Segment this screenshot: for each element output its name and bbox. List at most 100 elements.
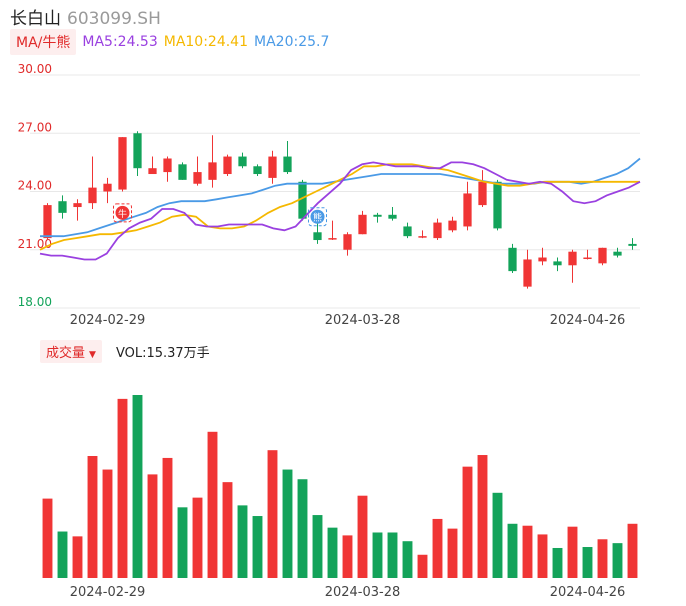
volume-bar: [147, 474, 158, 578]
candle-body: [613, 251, 622, 256]
candle-body: [388, 214, 397, 219]
candle-body: [538, 257, 547, 262]
volume-bar: [267, 450, 278, 578]
x-tick-label: 2024-03-28: [325, 585, 401, 600]
volume-bar: [252, 516, 263, 578]
y-tick-label: 21.00: [18, 237, 52, 251]
candle-body: [133, 133, 142, 169]
signal-label: 牛: [118, 208, 127, 220]
ma5-value: MA5:24.53: [82, 34, 158, 50]
candle-body: [493, 181, 502, 229]
candle-body: [418, 236, 427, 238]
ma-indicator-selector[interactable]: MA/牛熊: [10, 29, 77, 55]
signal-frame: [113, 203, 132, 223]
candle-body: [553, 261, 562, 266]
volume-bar: [282, 469, 293, 578]
stock-name: 长白山: [10, 9, 61, 29]
volume-bar: [597, 539, 608, 578]
candle-body: [313, 232, 322, 241]
volume-indicator-selector[interactable]: 成交量 ▼: [40, 339, 102, 363]
candle-body: [163, 158, 172, 173]
volume-bar: [357, 495, 368, 578]
ma10-value: MA10:24.41: [163, 34, 249, 50]
x-tick-label: 2024-04-26: [550, 585, 626, 600]
candle-body: [253, 166, 262, 175]
candle-body: [208, 162, 217, 180]
volume-bar: [612, 543, 623, 578]
candle-body: [328, 238, 337, 240]
ma-legend: MA/牛熊 MA5:24.53 MA10:24.41 MA20:25.7: [10, 29, 335, 55]
candle-body: [43, 205, 52, 239]
bull-signal-marker: 牛: [113, 203, 132, 223]
signal-dot: [115, 205, 130, 220]
volume-bar: [432, 518, 443, 578]
ma5-line: [39, 161, 641, 261]
candle-body: [283, 156, 292, 173]
volume-bar: [132, 395, 143, 578]
y-tick-label: 24.00: [18, 179, 52, 193]
volume-bar: [102, 469, 113, 578]
volume-bar: [507, 523, 518, 578]
dropdown-triangle-icon: ▼: [89, 349, 96, 360]
volume-bar: [522, 525, 533, 578]
ma10-line: [39, 163, 640, 251]
candle-body: [403, 226, 412, 237]
volume-value: VOL:15.37万手: [115, 345, 210, 361]
volume-bar: [402, 541, 413, 578]
x-tick-label: 2024-04-26: [550, 313, 626, 328]
x-tick-label: 2024-03-28: [325, 313, 401, 328]
volume-bar: [42, 498, 53, 578]
volume-bar: [72, 536, 83, 578]
signal-frame: [308, 207, 327, 227]
candle-body: [598, 247, 607, 264]
volume-bar: [237, 505, 248, 578]
candle-body: [238, 156, 247, 167]
stock-header: 长白山 603099.SH: [10, 4, 161, 29]
candle-body: [373, 214, 382, 217]
volume-bar: [387, 532, 398, 578]
candle-body: [118, 137, 127, 190]
volume-bar: [117, 398, 128, 578]
volume-bar: [552, 547, 563, 578]
candle-body: [358, 214, 367, 235]
candle-body: [148, 168, 157, 175]
volume-bar: [582, 547, 593, 578]
candle-body: [223, 156, 232, 175]
ma20-value: MA20:25.7: [254, 34, 330, 50]
volume-label: 成交量: [46, 345, 86, 361]
stock-code: 603099.SH: [67, 9, 161, 29]
volume-bar: [222, 482, 233, 578]
volume-bar: [537, 534, 548, 578]
y-tick-label: 30.00: [18, 62, 52, 76]
candle-body: [268, 156, 277, 178]
volume-bar: [477, 455, 488, 578]
candle-body: [478, 181, 487, 206]
candle-body: [523, 259, 532, 287]
volume-bar: [492, 492, 503, 578]
volume-bar: [567, 526, 578, 578]
candle-body: [463, 193, 472, 227]
signal-dot: [310, 209, 325, 224]
volume-bar: [192, 497, 203, 578]
volume-legend: 成交量 ▼ VOL:15.37万手: [40, 339, 210, 363]
x-tick-label: 2024-02-29: [70, 313, 146, 328]
candle-body: [73, 203, 82, 208]
candle-body: [343, 234, 352, 250]
signal-label: 熊: [313, 212, 322, 224]
volume-bar: [297, 479, 308, 578]
volume-bar: [312, 515, 323, 578]
volume-bar: [627, 523, 638, 578]
volume-bar: [417, 554, 428, 578]
candle-body: [58, 201, 67, 213]
candle-body: [508, 247, 517, 272]
y-tick-label: 18.00: [18, 295, 52, 309]
candle-body: [193, 172, 202, 184]
volume-bar: [462, 466, 473, 578]
candle-body: [178, 164, 187, 180]
volume-bar: [207, 431, 218, 578]
volume-bar: [57, 531, 68, 578]
volume-bar: [447, 528, 458, 578]
volume-bar: [327, 527, 338, 578]
candle-body: [298, 181, 307, 219]
